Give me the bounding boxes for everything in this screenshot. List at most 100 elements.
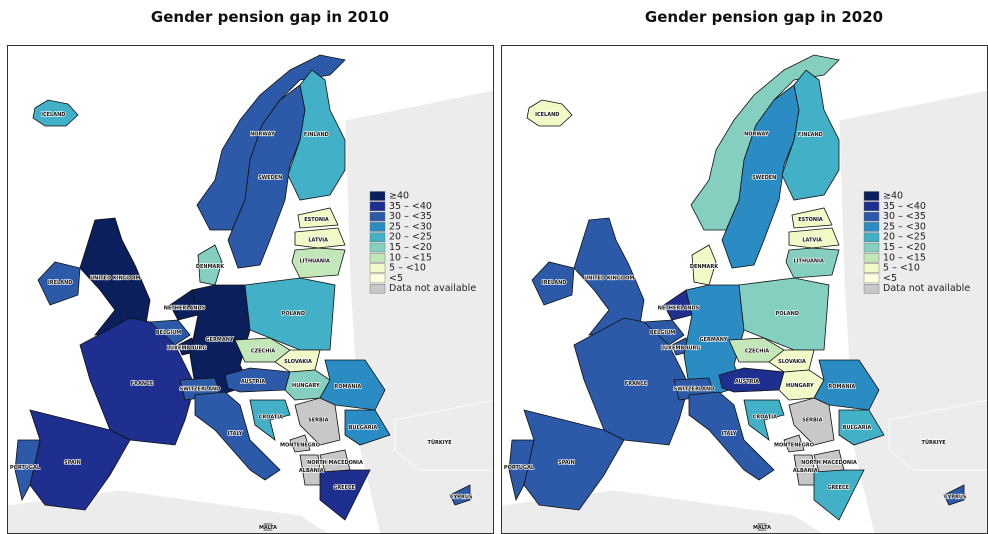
country xyxy=(289,434,311,453)
legend-swatch xyxy=(863,273,880,284)
country-label: MALTA xyxy=(259,525,277,531)
country xyxy=(785,247,840,279)
country-label: FRANCE xyxy=(131,381,154,387)
country-label: SPAIN xyxy=(558,460,575,466)
country-label: SERBIA xyxy=(802,418,823,424)
country-label: GERMANY xyxy=(699,337,727,343)
legend-label: 30 – <35 xyxy=(389,211,432,222)
country-label: HUNGARY xyxy=(292,383,320,389)
country-label: NETHERLANDS xyxy=(164,306,206,312)
country xyxy=(244,277,336,351)
country-label: LATVIA xyxy=(308,238,328,244)
country-label: TÜRKIYE xyxy=(428,439,453,446)
country xyxy=(319,469,371,521)
country xyxy=(768,349,815,373)
legend-swatch xyxy=(369,222,386,232)
country xyxy=(838,409,885,446)
country xyxy=(294,227,346,249)
country xyxy=(743,399,785,441)
country xyxy=(791,207,833,229)
country-label: DENMARK xyxy=(196,264,225,270)
country xyxy=(888,399,988,471)
legend-label: <5 xyxy=(883,273,897,284)
country-label: NORWAY xyxy=(744,131,769,137)
country-label: GERMANY xyxy=(205,337,233,343)
country xyxy=(287,69,346,201)
country xyxy=(781,69,840,201)
country-label: LITHUANIA xyxy=(793,259,823,265)
country-label: SPAIN xyxy=(64,460,81,466)
country-label: ESTONIA xyxy=(798,217,823,223)
country xyxy=(79,317,196,446)
map-area: ICELAND NORWAY SWEDEN FINLAND ESTONIA LATVIA L… xyxy=(501,45,988,534)
country-label: SWEDEN xyxy=(752,175,776,181)
legend-label: Data not available xyxy=(389,283,476,294)
country xyxy=(788,227,840,249)
country-label: ICELAND xyxy=(41,112,65,118)
map-panel: ICELAND NORWAY SWEDEN FINLAND ESTONIA LATVIA L… xyxy=(7,45,494,534)
country-label: SWEDEN xyxy=(258,175,282,181)
country-label: ROMANIA xyxy=(828,384,855,390)
legend-swatch xyxy=(369,211,386,222)
legend-swatch xyxy=(369,191,386,201)
legend-swatch xyxy=(863,263,880,273)
country xyxy=(573,217,645,336)
legend-swatch xyxy=(369,273,386,284)
country xyxy=(691,244,717,286)
legend-swatch xyxy=(863,253,880,263)
country xyxy=(32,99,79,127)
country-label: LUXEMBOURG xyxy=(167,346,206,352)
legend-label: 25 – <30 xyxy=(883,221,926,232)
country-label: FRANCE xyxy=(625,381,648,387)
legend-swatch xyxy=(863,191,880,201)
country-label: MONTENEGRO xyxy=(774,442,814,448)
country xyxy=(508,439,535,502)
country-label: NETHERLANDS xyxy=(658,306,700,312)
country-label: LITHUANIA xyxy=(299,259,329,265)
country-label: LATVIA xyxy=(802,238,822,244)
country xyxy=(738,277,830,351)
country xyxy=(291,247,346,279)
legend-label: 35 – <40 xyxy=(883,201,926,212)
country xyxy=(294,397,341,446)
legend-label: 25 – <30 xyxy=(389,221,432,232)
country-label: CROATIA xyxy=(753,415,777,421)
legend-label: 10 – <15 xyxy=(883,252,926,263)
country-label: IRELAND xyxy=(48,280,73,286)
country-label: CZECHIA xyxy=(745,348,769,354)
country-label: PORTUGAL xyxy=(10,465,41,471)
country-label: AUSTRIA xyxy=(735,379,759,385)
country xyxy=(788,397,835,446)
country-label: NORTH MACEDONIA xyxy=(307,460,363,466)
country-label: BELGIUM xyxy=(650,330,675,336)
country-label: ALBANIA xyxy=(299,468,324,474)
country xyxy=(449,484,471,506)
country-label: NORWAY xyxy=(250,131,275,137)
country-label: ICELAND xyxy=(535,112,559,118)
country-label: POLAND xyxy=(282,311,305,317)
country xyxy=(531,261,575,306)
country-label: SWITZERLAND xyxy=(180,386,221,392)
country-label: IRELAND xyxy=(542,280,567,286)
country xyxy=(783,434,805,453)
legend-swatch xyxy=(369,263,386,273)
legend-swatch xyxy=(369,201,386,212)
legend-swatch xyxy=(863,232,880,242)
country xyxy=(297,207,339,229)
country-label: BELGIUM xyxy=(156,330,181,336)
country-label: LUXEMBOURG xyxy=(661,346,700,352)
legend-label: ≥40 xyxy=(883,191,903,202)
country xyxy=(688,391,775,481)
legend-label: 20 – <25 xyxy=(389,232,432,243)
country-label: HUNGARY xyxy=(786,383,814,389)
country xyxy=(319,359,386,411)
country-label: ESTONIA xyxy=(304,217,329,223)
legend-label: <5 xyxy=(389,273,403,284)
country-label: PORTUGAL xyxy=(504,465,535,471)
country-label: POLAND xyxy=(776,311,799,317)
country-label: CROATIA xyxy=(259,415,283,421)
legend-label: 5 – <10 xyxy=(389,263,426,274)
map-title: Gender pension gap in 2020 xyxy=(645,8,883,26)
legend-swatch xyxy=(369,242,386,253)
